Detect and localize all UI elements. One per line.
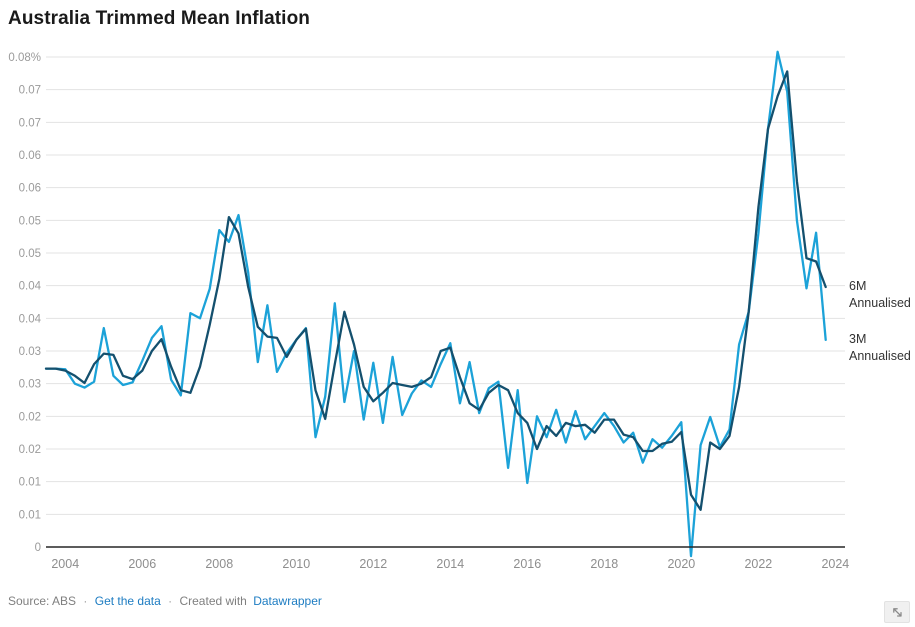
x-tick-label: 2014 [436,557,464,571]
y-tick-label: 0.04 [19,313,42,325]
y-tick-label: 0 [35,542,41,554]
y-tick-label: 0.02 [19,444,41,456]
series-label-3m: 3M [849,332,866,346]
resize-handle-button[interactable] [884,601,910,623]
x-tick-label: 2008 [205,557,233,571]
y-tick-label: 0.06 [19,150,41,162]
y-tick-label: 0.05 [19,215,41,227]
series-line-6m-annualised[interactable] [44,70,827,511]
page-title: Australia Trimmed Mean Inflation [8,8,310,29]
source-text: Source: ABS [8,594,77,608]
y-tick-label: 0.01 [19,477,41,489]
y-tick-label: 0.05 [19,248,41,260]
x-tick-label: 2024 [821,557,849,571]
chart-area: 0 0.01 0.01 0.02 0.02 0.03 0.03 0.04 0.04 0.05 0.0… [0,38,915,588]
x-tick-label: 2018 [590,557,618,571]
resize-diagonal-arrow-icon [893,608,902,617]
series-line-3m-annualised[interactable] [44,50,827,558]
x-tick-label: 2020 [667,557,695,571]
y-tick-label: 0.01 [19,509,41,521]
y-tick-label: 0.06 [19,183,41,195]
series-label-6m: Annualised [849,296,911,310]
y-tick-label: 0.03 [19,379,41,391]
x-tick-label: 2006 [128,557,156,571]
x-tick-label: 2012 [359,557,387,571]
created-with-text: Created with [179,594,247,608]
y-tick-label: 0.08% [8,52,41,64]
footer-separator: · [168,594,173,608]
y-tick-label: 0.07 [19,85,41,97]
line-chart-svg: 0 0.01 0.01 0.02 0.02 0.03 0.03 0.04 0.04 0.05 0.0… [8,50,911,571]
x-tick-label: 2010 [282,557,310,571]
y-tick-label: 0.04 [19,281,42,293]
series-label-3m: Annualised [849,349,911,363]
x-tick-label: 2016 [513,557,541,571]
datawrapper-link[interactable]: Datawrapper [253,594,322,608]
get-the-data-link[interactable]: Get the data [94,594,161,608]
x-tick-label: 2022 [744,557,772,571]
footer-separator: · [83,594,88,608]
x-tick-label: 2004 [51,557,79,571]
y-tick-label: 0.03 [19,346,41,358]
chart-footer: Source: ABS · Get the data · Created wit… [8,594,322,608]
y-tick-label: 0.02 [19,411,41,423]
y-tick-label: 0.07 [19,117,41,129]
series-label-6m: 6M [849,279,866,293]
